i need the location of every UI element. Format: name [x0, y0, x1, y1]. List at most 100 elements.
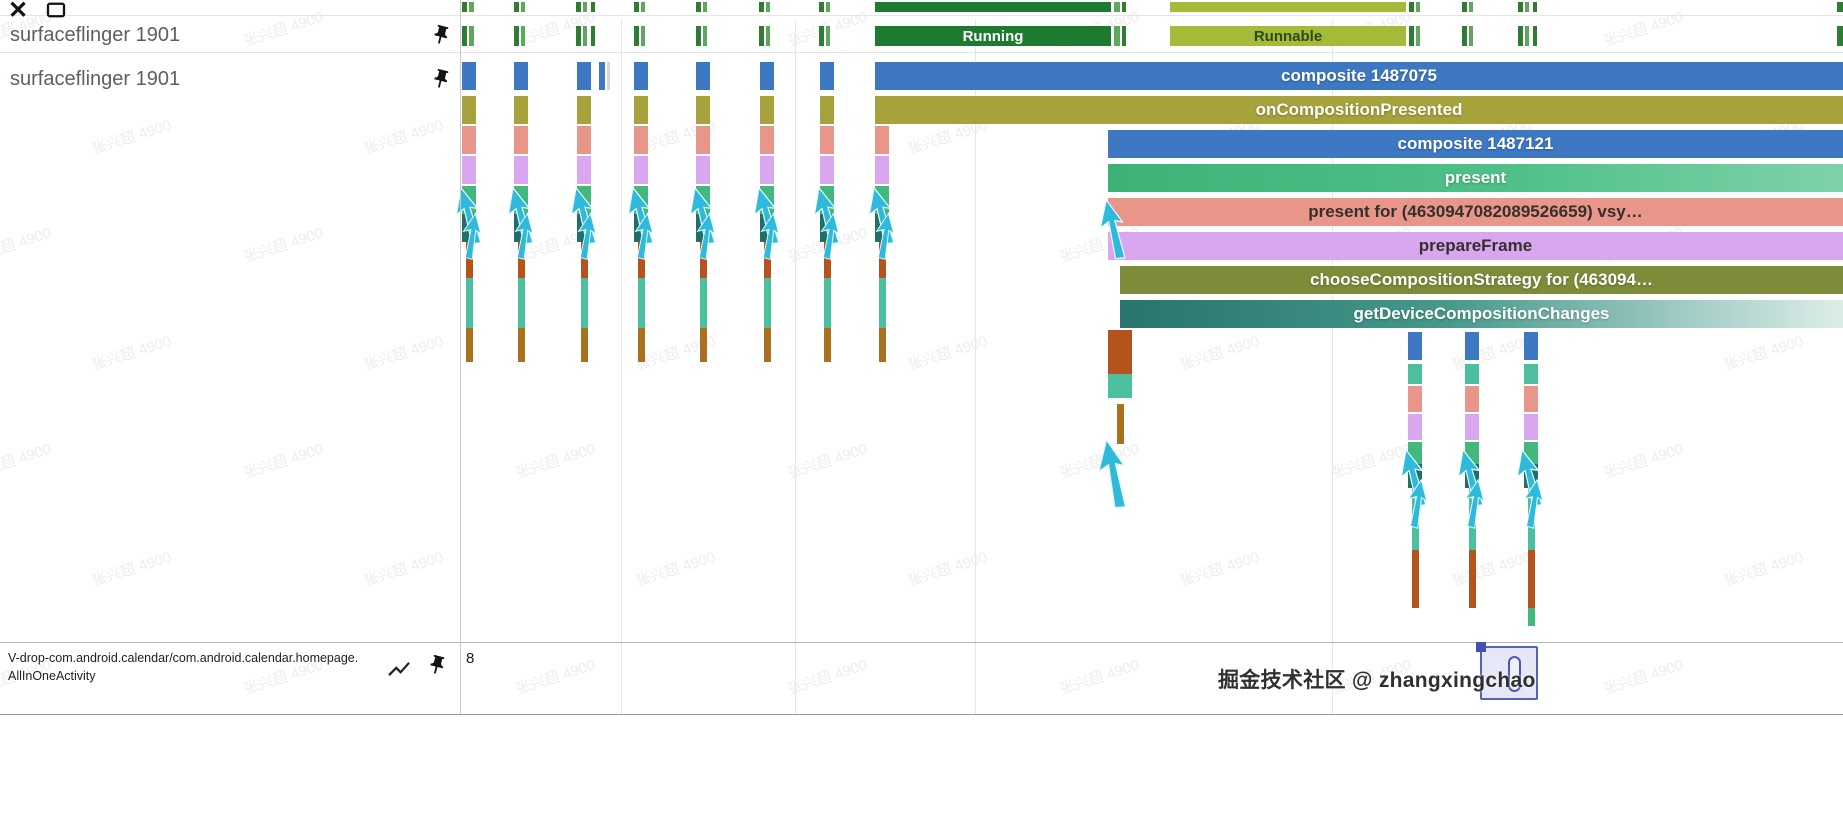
thread-state-slice[interactable] — [514, 26, 519, 46]
trace-slice[interactable] — [514, 96, 528, 124]
trace-slice[interactable]: composite 1487121 — [1108, 130, 1843, 158]
thread-state-slice[interactable] — [1416, 26, 1420, 46]
trace-slice[interactable] — [580, 278, 588, 328]
trace-slice[interactable] — [577, 126, 591, 154]
trace-slice[interactable] — [1408, 386, 1422, 412]
thread-state-slice[interactable] — [1518, 26, 1523, 46]
thread-state-slice[interactable] — [583, 26, 587, 46]
trace-slice[interactable] — [763, 242, 771, 278]
trace-slice[interactable] — [1465, 364, 1479, 384]
trace-slice[interactable] — [517, 328, 525, 362]
trace-slice[interactable] — [875, 126, 889, 154]
thread-state-slice[interactable] — [462, 26, 467, 46]
trace-slice[interactable] — [760, 96, 774, 124]
trace-slice[interactable] — [823, 328, 831, 362]
trace-slice[interactable] — [699, 328, 707, 362]
trace-slice[interactable] — [823, 242, 831, 278]
trace-slice[interactable] — [465, 278, 473, 328]
thread-state-slice[interactable] — [1462, 26, 1467, 46]
trace-slice[interactable] — [514, 156, 528, 184]
trace-slice[interactable] — [820, 156, 834, 184]
trace-slice[interactable] — [699, 242, 707, 278]
trace-slice[interactable] — [1524, 332, 1538, 360]
trace-slice[interactable] — [634, 156, 648, 184]
trace-slice[interactable] — [634, 96, 648, 124]
trace-slice[interactable] — [462, 156, 476, 184]
trace-slice[interactable] — [696, 62, 710, 90]
trace-slice[interactable] — [637, 278, 645, 328]
trace-slice[interactable] — [577, 156, 591, 184]
trace-slice[interactable] — [820, 126, 834, 154]
trace-slice[interactable] — [1108, 330, 1132, 374]
thread-state-slice[interactable] — [469, 26, 474, 46]
trace-slice[interactable] — [1527, 550, 1535, 608]
trace-slice[interactable] — [760, 156, 774, 184]
area-selection-handle[interactable] — [1476, 642, 1538, 700]
trace-slice[interactable] — [878, 278, 886, 328]
trace-slice[interactable] — [760, 62, 774, 90]
thread-state-slice[interactable] — [1533, 26, 1537, 46]
trace-slice[interactable] — [820, 62, 834, 90]
thread-state-slice[interactable] — [1122, 26, 1126, 46]
trace-slice[interactable]: chooseCompositionStrategy for (463094… — [1120, 266, 1843, 294]
trace-slice[interactable] — [465, 328, 473, 362]
trace-slice[interactable] — [1465, 414, 1479, 440]
thread-state-slice[interactable] — [703, 26, 707, 46]
trace-slice[interactable] — [580, 242, 588, 278]
trace-slice[interactable] — [1524, 386, 1538, 412]
thread-state-slice[interactable] — [766, 26, 770, 46]
trace-slice[interactable] — [1465, 386, 1479, 412]
thread-state-slice[interactable] — [1469, 26, 1473, 46]
trace-slice[interactable]: getDeviceCompositionChanges — [1120, 300, 1843, 328]
trace-slice[interactable] — [1408, 414, 1422, 440]
trace-slice[interactable] — [1116, 404, 1124, 444]
trace-slice[interactable] — [637, 242, 645, 278]
trace-slice[interactable] — [763, 278, 771, 328]
trace-slice[interactable] — [696, 96, 710, 124]
trace-slice[interactable] — [577, 96, 591, 124]
trace-slice[interactable] — [875, 156, 889, 184]
thread-state-slice[interactable] — [819, 26, 824, 46]
trace-slice[interactable] — [634, 62, 648, 90]
trace-slice[interactable] — [1465, 332, 1479, 360]
trace-slice[interactable] — [462, 126, 476, 154]
drag-handle-icon[interactable] — [1508, 656, 1521, 692]
thread-state-slice[interactable] — [576, 26, 581, 46]
thread-state-slice[interactable] — [1525, 26, 1529, 46]
trace-slice[interactable] — [577, 62, 591, 90]
trace-slice[interactable] — [607, 62, 610, 90]
trace-slice[interactable] — [878, 328, 886, 362]
trace-slice[interactable] — [462, 96, 476, 124]
trace-slice[interactable] — [1524, 364, 1538, 384]
trace-slice[interactable] — [1411, 550, 1419, 608]
trace-slice[interactable] — [1527, 608, 1535, 626]
thread-state-slice[interactable]: Running — [875, 26, 1111, 46]
trace-slice[interactable] — [760, 126, 774, 154]
trace-slice[interactable] — [517, 242, 525, 278]
trace-slice[interactable] — [517, 278, 525, 328]
trace-slice[interactable] — [878, 242, 886, 278]
trace-slice[interactable] — [580, 328, 588, 362]
trace-slice[interactable] — [1408, 332, 1422, 360]
trace-slice[interactable] — [514, 62, 528, 90]
trace-slice[interactable] — [699, 278, 707, 328]
thread-state-slice[interactable] — [1114, 26, 1120, 46]
thread-state-slice[interactable] — [1837, 26, 1843, 46]
thread-state-slice[interactable] — [641, 26, 645, 46]
thread-state-slice[interactable] — [696, 26, 701, 46]
trace-slice[interactable] — [1108, 374, 1132, 398]
trace-slice[interactable] — [599, 62, 605, 90]
trace-slice[interactable] — [820, 96, 834, 124]
thread-state-slice[interactable]: Runnable — [1170, 26, 1406, 46]
trace-slice[interactable] — [1524, 414, 1538, 440]
trace-slice[interactable]: present — [1108, 164, 1843, 192]
thread-state-slice[interactable] — [591, 26, 595, 46]
trace-slice[interactable] — [465, 242, 473, 278]
trace-slice[interactable] — [1408, 364, 1422, 384]
trace-slice[interactable] — [696, 126, 710, 154]
trace-slice[interactable] — [1468, 550, 1476, 608]
trace-slice[interactable]: prepareFrame — [1108, 232, 1843, 260]
trace-slice[interactable] — [696, 156, 710, 184]
trace-slice[interactable] — [634, 126, 648, 154]
